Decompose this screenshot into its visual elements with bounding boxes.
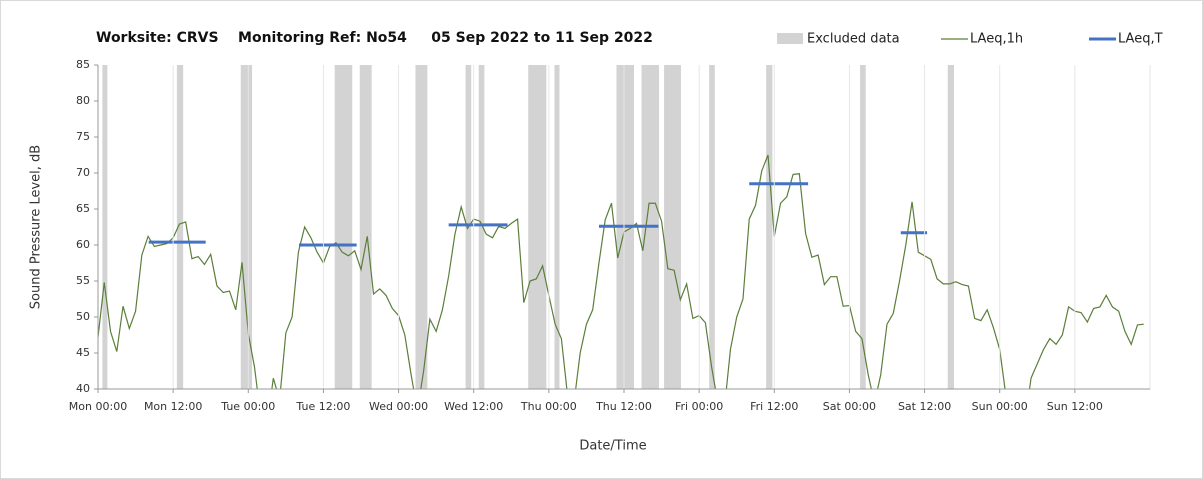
excluded-band [176, 65, 184, 389]
y-tick-label: 70 [76, 166, 90, 179]
excluded-band [554, 65, 560, 389]
x-tick-label: Sun 00:00 [972, 400, 1028, 413]
y-tick-label: 85 [76, 58, 90, 71]
x-tick-label: Tue 12:00 [295, 400, 350, 413]
x-tick-label: Thu 00:00 [520, 400, 577, 413]
y-tick-label: 80 [76, 94, 90, 107]
excluded-band [766, 65, 773, 389]
y-tick-label: 55 [76, 274, 90, 287]
line-series [98, 154, 1144, 389]
x-axis-title: Date/Time [579, 439, 646, 454]
x-tick-label: Fri 00:00 [675, 400, 723, 413]
excluded-band [664, 65, 681, 389]
y-axis-title: Sound Pressure Level, dB [29, 145, 44, 309]
x-tick-label: Wed 00:00 [369, 400, 428, 413]
excluded-band [860, 65, 866, 389]
y-tick-label: 60 [76, 238, 90, 251]
excluded-band [102, 65, 108, 389]
excluded-band [415, 65, 428, 389]
plot-area [98, 65, 1144, 389]
chart-title: Worksite: CRVS Monitoring Ref: No54 05 S… [96, 30, 653, 46]
x-tick-label: Sat 12:00 [898, 400, 951, 413]
x-tick-label: Mon 00:00 [69, 400, 127, 413]
legend-label: LAeq,1h [970, 32, 1023, 47]
excluded-band [478, 65, 485, 389]
excluded-band [334, 65, 353, 389]
y-tick-label: 40 [76, 382, 90, 395]
x-tick-label: Wed 12:00 [444, 400, 503, 413]
legend-label: LAeq,T [1118, 32, 1163, 47]
y-tick-label: 65 [76, 202, 90, 215]
legend-swatch [777, 33, 803, 44]
legend-label: Excluded data [807, 32, 900, 47]
y-tick-label: 50 [76, 310, 90, 323]
x-tick-label: Fri 12:00 [750, 400, 798, 413]
excluded-band [240, 65, 253, 389]
x-tick-label: Sun 12:00 [1047, 400, 1103, 413]
x-tick-label: Thu 12:00 [595, 400, 652, 413]
legend: Excluded data LAeq,1h LAeq,T [777, 32, 1163, 47]
excluded-band [359, 65, 372, 389]
y-tick-label: 75 [76, 130, 90, 143]
x-tick-label: Tue 00:00 [220, 400, 275, 413]
excluded-band [947, 65, 955, 389]
excluded-band [528, 65, 547, 389]
y-tick-label: 45 [76, 346, 90, 359]
excluded-band [709, 65, 715, 389]
x-tick-label: Sat 00:00 [823, 400, 876, 413]
x-tick-label: Mon 12:00 [144, 400, 202, 413]
